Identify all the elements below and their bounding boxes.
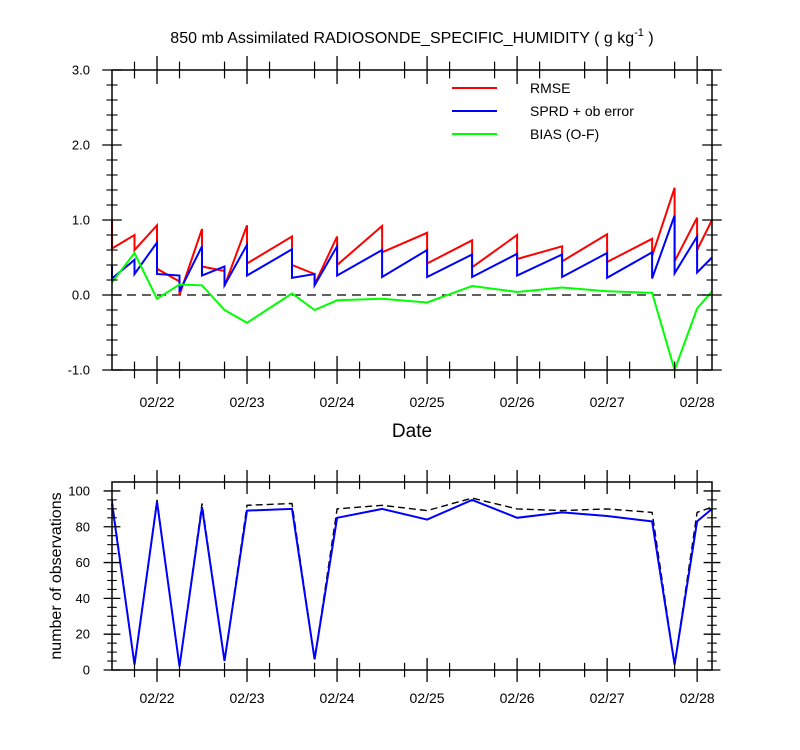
top-y-tick-label: 1.0 bbox=[72, 213, 90, 228]
bottom-x-tick-label: 02/25 bbox=[410, 690, 445, 706]
bottom-x-tick-labels: 02/22 02/23 02/24 02/25 02/26 02/27 02/28 bbox=[139, 690, 714, 706]
bottom-series-used bbox=[111, 498, 713, 667]
bottom-x-tick-label: 02/22 bbox=[139, 690, 174, 706]
top-y-tick-label: 3.0 bbox=[72, 63, 90, 78]
top-ticks bbox=[102, 56, 722, 384]
top-chart: 850 mb Assimilated RADIOSONDE_SPECIFIC_H… bbox=[68, 27, 722, 442]
bottom-ticks bbox=[103, 470, 721, 682]
legend-label-sprd: SPRD + ob error bbox=[530, 103, 634, 119]
top-series-rmse bbox=[111, 187, 713, 296]
bottom-x-tick-label: 02/23 bbox=[230, 690, 265, 706]
top-y-tick-label: 0.0 bbox=[72, 288, 90, 303]
top-x-tick-label: 02/22 bbox=[139, 394, 174, 410]
bottom-x-tick-label: 02/26 bbox=[500, 690, 535, 706]
top-x-tick-label: 02/25 bbox=[410, 394, 445, 410]
bottom-y-tick-label: 40 bbox=[76, 591, 90, 606]
top-series-bias-o-f bbox=[111, 251, 713, 374]
legend-label-rmse: RMSE bbox=[530, 80, 570, 96]
top-x-tick-label: 02/23 bbox=[230, 394, 265, 410]
bottom-plot-frame bbox=[111, 481, 713, 671]
bottom-x-tick-label: 02/24 bbox=[320, 690, 355, 706]
bottom-y-tick-labels: 0 20 40 60 80 100 bbox=[68, 483, 90, 677]
top-series-sprd-ob-error bbox=[111, 215, 713, 292]
bottom-x-tick-label: 02/28 bbox=[680, 690, 715, 706]
legend-label-bias: BIAS (O-F) bbox=[530, 126, 599, 142]
top-x-tick-label: 02/27 bbox=[590, 394, 625, 410]
bottom-series-group bbox=[111, 497, 713, 667]
bottom-y-tick-label: 100 bbox=[68, 483, 90, 498]
bottom-y-tick-label: 0 bbox=[83, 663, 90, 678]
bottom-y-tick-label: 20 bbox=[76, 627, 90, 642]
top-series-group bbox=[111, 187, 713, 374]
top-chart-title: 850 mb Assimilated RADIOSONDE_SPECIFIC_H… bbox=[170, 27, 653, 47]
bottom-series-possible bbox=[111, 497, 713, 667]
bottom-y-tick-label: 80 bbox=[76, 519, 90, 534]
legend: RMSE SPRD + ob error BIAS (O-F) bbox=[452, 80, 634, 142]
top-y-tick-labels: -1.0 0.0 1.0 2.0 3.0 bbox=[68, 63, 90, 378]
bottom-y-tick-label: 60 bbox=[76, 555, 90, 570]
top-x-tick-label: 02/24 bbox=[320, 394, 355, 410]
bottom-x-tick-label: 02/27 bbox=[590, 690, 625, 706]
top-x-axis-label: Date bbox=[392, 421, 432, 442]
top-x-tick-labels: 02/22 02/23 02/24 02/25 02/26 02/27 02/28 bbox=[139, 394, 714, 410]
bottom-y-axis-label: number of observations bbox=[48, 492, 65, 659]
top-x-tick-label: 02/28 bbox=[680, 394, 715, 410]
top-y-tick-label: 2.0 bbox=[72, 138, 90, 153]
top-x-tick-label: 02/26 bbox=[500, 394, 535, 410]
top-y-tick-label: -1.0 bbox=[68, 363, 90, 378]
